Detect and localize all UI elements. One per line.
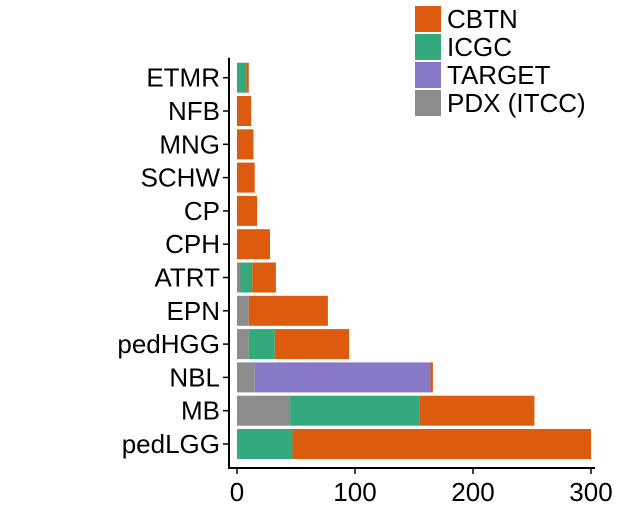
y-tick-label-epn: EPN — [167, 296, 220, 326]
y-tick-label-cp: CP — [184, 196, 220, 226]
y-tick-label-pedlgg: pedLGG — [122, 429, 220, 459]
bar-atrt-icgc — [240, 262, 253, 293]
bar-epn-pdx-itcc — [237, 295, 249, 326]
y-tick-label-etmr: ETMR — [146, 63, 220, 93]
bar-pedlgg-icgc — [237, 429, 293, 459]
legend-swatch-target — [415, 62, 441, 88]
y-tick-label-cph: CPH — [165, 229, 220, 259]
bar-etmr-cbtn — [246, 62, 249, 93]
legend-label-cbtn: CBTN — [447, 4, 518, 34]
legend-swatch-cbtn — [415, 6, 441, 32]
bar-nbl-target — [254, 362, 431, 393]
bar-cph-cbtn — [237, 229, 270, 260]
bars-layer — [237, 62, 591, 459]
bar-pedhgg-pdx-itcc — [237, 329, 249, 360]
y-tick-label-pedhgg: pedHGG — [117, 329, 220, 359]
bar-pedhgg-icgc — [248, 329, 275, 360]
bar-mb-cbtn — [419, 395, 535, 426]
bar-mb-pdx-itcc — [237, 395, 291, 426]
y-tick-label-mb: MB — [181, 396, 220, 426]
x-tick-label-100: 100 — [333, 477, 376, 507]
y-tick-label-nfb: NFB — [168, 96, 220, 126]
bar-schw-cbtn — [237, 162, 255, 193]
bar-atrt-pdx-itcc — [237, 262, 241, 293]
bar-etmr-icgc — [237, 62, 247, 93]
bar-nfb-cbtn — [237, 96, 252, 126]
y-tick-label-schw: SCHW — [141, 163, 221, 193]
bar-pedlgg-cbtn — [292, 429, 591, 459]
bar-atrt-cbtn — [252, 262, 276, 293]
bar-epn-cbtn — [248, 295, 328, 326]
y-tick-label-nbl: NBL — [169, 362, 220, 392]
bar-cp-cbtn — [237, 195, 258, 226]
x-tick-label-300: 300 — [569, 477, 612, 507]
y-tick-label-atrt: ATRT — [155, 263, 221, 293]
bar-mb-icgc — [290, 395, 420, 426]
bar-nbl-cbtn — [430, 362, 433, 393]
bar-nbl-pdx-itcc — [237, 362, 255, 393]
x-tick-label-0: 0 — [230, 477, 244, 507]
legend-label-icgc: ICGC — [447, 32, 512, 62]
legend-label-target: TARGET — [447, 60, 551, 90]
y-tick-label-mng: MNG — [159, 129, 220, 159]
legend-swatch-icgc — [415, 34, 441, 60]
bar-mng-cbtn — [237, 129, 254, 160]
bar-pedhgg-cbtn — [274, 329, 350, 360]
legend-swatch-pdx-itcc — [415, 90, 441, 116]
legend-label-pdx-itcc: PDX (ITCC) — [447, 88, 586, 118]
x-tick-label-200: 200 — [451, 477, 494, 507]
